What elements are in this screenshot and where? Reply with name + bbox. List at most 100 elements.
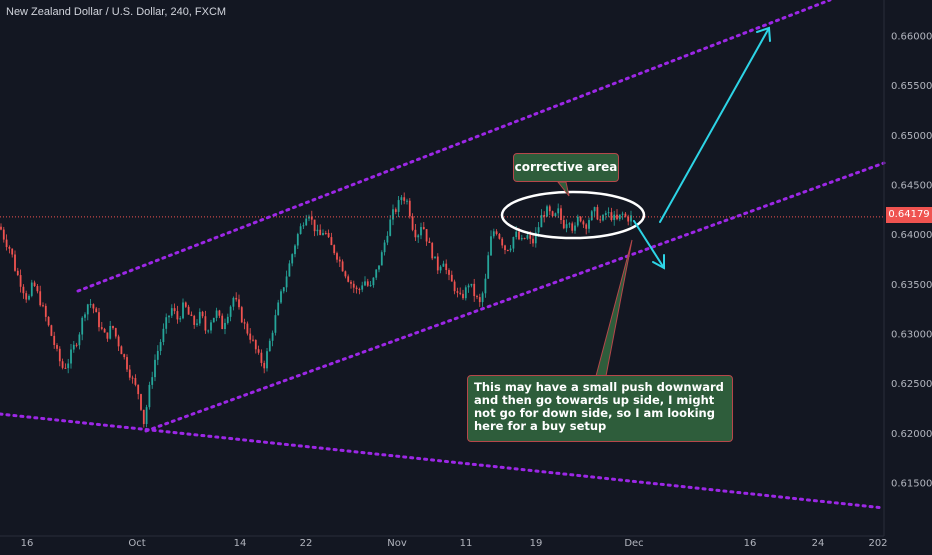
candle-body (148, 384, 151, 408)
candle-body (240, 307, 243, 323)
candle-body (431, 243, 434, 259)
candle-body (403, 197, 406, 201)
candle-body (109, 325, 112, 339)
candle-body (518, 231, 520, 240)
candle-body (397, 200, 400, 212)
time-tick-label: Oct (128, 538, 145, 549)
candle-body (526, 235, 529, 239)
candle-body (42, 305, 44, 307)
candle-body (179, 318, 182, 320)
candle-body (81, 317, 84, 335)
candle-body (58, 348, 61, 362)
current-price-tag: 0.64179 (886, 207, 932, 223)
candle-body (576, 216, 579, 226)
candle-body (196, 323, 198, 325)
candle-body (123, 354, 126, 358)
candle-body (246, 323, 249, 334)
time-tick-label: 14 (234, 538, 247, 549)
candle-body (520, 238, 523, 240)
time-axis[interactable]: 16 Oct 14 22 Nov 11 19 Dec 16 24 202 (21, 538, 888, 549)
candle-body (201, 311, 204, 317)
corrective-area-label[interactable]: corrective area (513, 153, 619, 182)
candle-body (316, 229, 319, 232)
candle-body (252, 339, 254, 341)
candle-body (184, 302, 187, 307)
candle-body (512, 237, 515, 249)
candle-body (39, 291, 42, 306)
candle-body (596, 207, 599, 220)
candle-body (442, 263, 445, 267)
candle-body (299, 226, 302, 235)
candle-body (478, 297, 481, 303)
candle-body (95, 308, 98, 313)
candle-body (266, 351, 268, 369)
candle-body (140, 394, 142, 410)
candle-body (190, 314, 193, 316)
price-tick-label: 0.65000 (891, 131, 932, 142)
time-tick-label: 202 (868, 538, 887, 549)
candle-body (5, 239, 8, 248)
candle-body (14, 254, 16, 271)
candle-body (543, 214, 546, 217)
candle-body (560, 208, 562, 221)
analysis-note[interactable]: This may have a small push downward and … (467, 375, 733, 442)
candle-body (165, 317, 168, 329)
candle-body (305, 218, 308, 226)
candle-body (473, 283, 476, 297)
candle-body (128, 369, 131, 378)
candle-body (257, 349, 260, 353)
candle-body (170, 308, 173, 316)
candle-body (501, 238, 504, 246)
candle-body (470, 283, 473, 286)
candle-body (145, 407, 148, 424)
candle-body (126, 357, 128, 370)
candle-body (114, 328, 117, 337)
candle-body (350, 281, 352, 284)
candle-body (355, 287, 358, 290)
candle-body (319, 229, 322, 236)
time-tick-label: 22 (300, 538, 313, 549)
candle-body (243, 322, 246, 324)
candle-body (308, 216, 310, 219)
candle-body (285, 276, 288, 288)
candle-body (610, 212, 613, 220)
candle-body (621, 213, 624, 215)
candle-body (369, 285, 372, 287)
candle-body (100, 327, 103, 329)
candle-body (92, 304, 95, 309)
candle-body (187, 306, 190, 315)
candle-body (448, 270, 450, 275)
candle-body (232, 297, 235, 307)
candle-body (450, 274, 453, 282)
candle-body (8, 247, 11, 249)
candle-body (375, 269, 378, 278)
candle-body (322, 232, 324, 236)
candle-body (557, 208, 560, 214)
candle-body (445, 263, 448, 271)
corrective-pointer (556, 181, 570, 197)
time-tick-label: 24 (812, 538, 825, 549)
candle-body (215, 310, 218, 318)
candle-body (98, 312, 100, 328)
candle-body (274, 315, 277, 333)
candle-body (400, 197, 403, 201)
candle-body (131, 377, 134, 379)
candle-body (352, 283, 355, 288)
candle-body (392, 209, 394, 220)
candle-body (546, 206, 548, 217)
candle-body (344, 271, 347, 277)
channel-lines (0, 0, 886, 510)
candle-body (313, 219, 316, 232)
candle-body (224, 322, 226, 330)
candle-body (616, 214, 618, 220)
candle-body (462, 293, 464, 299)
candle-body (336, 253, 338, 260)
price-axis[interactable]: 0.61500 0.62000 0.62500 0.63000 0.63500 0.640… (891, 32, 932, 490)
candle-body (551, 211, 554, 217)
candle-body (523, 238, 526, 240)
candle-body (529, 235, 532, 239)
candle-body (238, 299, 240, 308)
price-tick-label: 0.64000 (891, 230, 932, 241)
